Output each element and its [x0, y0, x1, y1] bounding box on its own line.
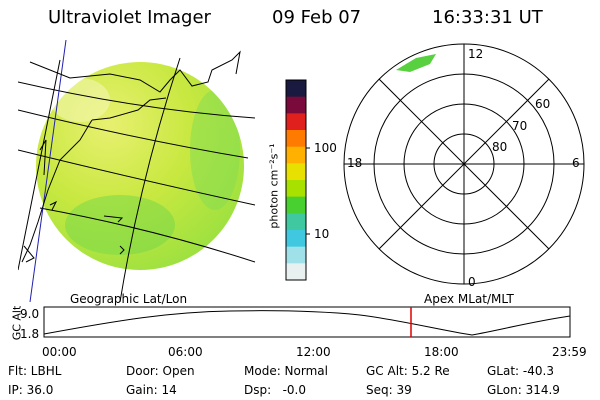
colorbar-frame	[285, 79, 307, 281]
colorbar-segment	[286, 246, 306, 264]
colorbar-tick-10: 10	[314, 227, 330, 241]
info-flt: Flt: LBHL	[8, 364, 62, 378]
info-gain: Gain: 14	[126, 383, 177, 397]
time-label: 16:33:31 UT	[432, 7, 543, 28]
geographic-map	[18, 40, 256, 302]
instrument-title: Ultraviolet Imager	[48, 7, 211, 28]
colorbar-segment	[286, 146, 306, 164]
mlt-label-18: 18	[347, 156, 363, 170]
info-glon: GLon: 314.9	[487, 383, 560, 397]
mlt-label-0: 0	[468, 275, 476, 289]
orbit-x-tick: 06:00	[168, 345, 203, 359]
info-glat: GLat: -40.3	[487, 364, 554, 378]
colorbar-tick-100: 100	[314, 141, 337, 155]
orbit-y-tick-low: 1.8	[20, 327, 40, 341]
orbit-plot	[43, 306, 571, 338]
info-seq: Seq: 39	[366, 383, 412, 397]
orbit-altitude-curve	[43, 310, 571, 336]
mlat-label-80: 80	[492, 140, 508, 154]
info-ip: IP: 36.0	[8, 383, 54, 397]
mlt-label-12: 12	[468, 47, 484, 61]
mlat-label-70: 70	[512, 119, 528, 133]
orbit-x-tick: 18:00	[424, 345, 459, 359]
colorbar-segment	[286, 96, 306, 114]
polar-plot	[343, 43, 585, 285]
grid-line-blue	[29, 40, 67, 302]
info-gc-alt: GC Alt: 5.2 Re	[366, 364, 450, 378]
orbit-y-tick-high: 9.0	[20, 307, 40, 321]
info-door: Door: Open	[126, 364, 195, 378]
mlat-label-60: 60	[535, 97, 551, 111]
lat-lon-grid	[18, 57, 256, 302]
info-dsp: Dsp: -0.0	[244, 383, 307, 397]
coastline	[21, 50, 241, 263]
colorbar-segment	[286, 263, 306, 281]
colorbar-segment	[286, 163, 306, 181]
orbit-x-tick: 00:00	[42, 345, 77, 359]
date-label: 09 Feb 07	[272, 7, 362, 28]
colorbar	[286, 80, 306, 281]
colorbar-segment	[286, 113, 306, 131]
auroral-patch	[396, 54, 436, 72]
colorbar-segment	[286, 196, 306, 214]
info-mode: Mode: Normal	[244, 364, 328, 378]
orbit-x-tick: 23:59	[552, 345, 587, 359]
colorbar-segment	[286, 213, 306, 231]
left-panel-label: Geographic Lat/Lon	[70, 292, 188, 306]
mlt-label-6: 6	[572, 156, 580, 170]
colorbar-segment	[286, 230, 306, 248]
colorbar-segment	[286, 180, 306, 198]
orbit-x-tick: 12:00	[296, 345, 331, 359]
colorbar-segment	[286, 130, 306, 148]
colorbar-unit-label: photon cm⁻²s⁻¹	[267, 143, 281, 229]
right-panel-label: Apex MLat/MLT	[424, 292, 514, 306]
bright-patch	[50, 78, 110, 122]
colorbar-segment	[286, 80, 306, 98]
green-patch	[190, 90, 240, 210]
